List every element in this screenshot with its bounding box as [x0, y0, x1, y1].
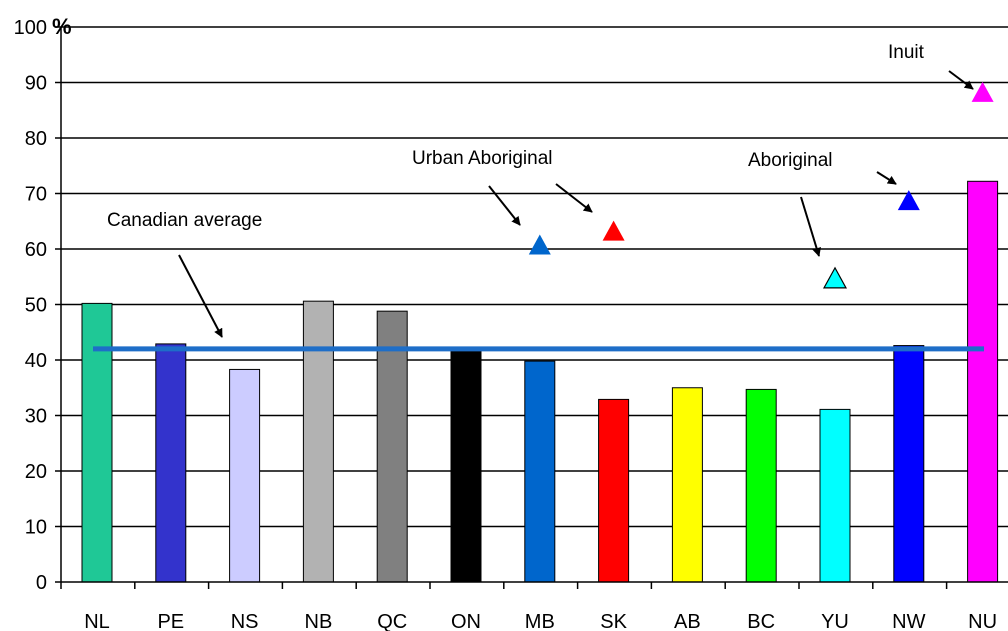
bar-sk [598, 398, 630, 583]
marker-mb [528, 234, 551, 255]
y-unit-label: % [52, 14, 72, 39]
x-tick-label-ns: NS [231, 611, 259, 631]
y-tick-label: 100 [14, 17, 47, 39]
bar-nb [302, 300, 334, 583]
bar-nw [893, 345, 925, 583]
y-tick-label: 10 [25, 517, 47, 539]
annotation-arrow-aboriginal-yu [800, 196, 821, 257]
x-tick-label-nl: NL [84, 611, 110, 631]
y-tick-label: 80 [25, 128, 47, 150]
bar-bc [745, 388, 777, 583]
annotation-aboriginal: Aboriginal [748, 150, 833, 171]
bar-mb [524, 360, 556, 583]
axes: 0 10 20 30 40 50 60 70 80 90 100 % NL PE NS NB QC ON MB SK A… [14, 14, 1008, 631]
bar-ab [671, 387, 703, 583]
bar-ns [229, 368, 261, 583]
y-tick-label: 0 [36, 572, 47, 594]
x-tick-label-nu: NU [968, 611, 997, 631]
annotation-arrow-urban-sk [555, 183, 593, 213]
bar-on [450, 347, 482, 583]
y-tick-label: 20 [25, 461, 47, 483]
annotations: Canadian average Urban Aboriginal Aborig… [107, 42, 974, 338]
bar-pe [155, 343, 187, 583]
x-tick-label-on: ON [451, 611, 481, 631]
annotation-arrow-canadian-average [178, 254, 223, 338]
x-tick-label-nw: NW [892, 611, 925, 631]
bar-nu [967, 180, 999, 583]
y-tick-label: 40 [25, 350, 47, 372]
marker-yu [822, 266, 848, 289]
annotation-arrow-urban-mb [488, 185, 521, 226]
annotation-canadian-average: Canadian average [107, 210, 262, 231]
bar-nl [81, 302, 113, 583]
marker-nw [897, 190, 920, 211]
marker-nu [971, 81, 994, 102]
bar-yu [819, 408, 851, 583]
x-tick-label-ab: AB [674, 611, 701, 631]
markers [528, 81, 994, 289]
x-tick-label-pe: PE [157, 611, 184, 631]
x-tick-label-yu: YU [821, 611, 849, 631]
x-tick-label-qc: QC [377, 611, 407, 631]
x-tick-label-sk: SK [600, 611, 627, 631]
annotation-inuit: Inuit [888, 42, 925, 63]
x-tick-label-nb: NB [305, 611, 333, 631]
x-tick-label-bc: BC [747, 611, 775, 631]
y-tick-label: 70 [25, 184, 47, 206]
annotation-arrow-inuit [948, 70, 974, 90]
y-tick-label: 60 [25, 239, 47, 261]
bar-qc [376, 310, 408, 583]
annotation-arrow-aboriginal-nw [876, 171, 897, 185]
y-tick-label: 50 [25, 295, 47, 317]
marker-sk [602, 220, 625, 241]
y-tick-label: 90 [25, 73, 47, 95]
x-tick-label-mb: MB [525, 611, 555, 631]
annotation-urban-aboriginal: Urban Aboriginal [412, 148, 552, 169]
y-tick-label: 30 [25, 406, 47, 428]
